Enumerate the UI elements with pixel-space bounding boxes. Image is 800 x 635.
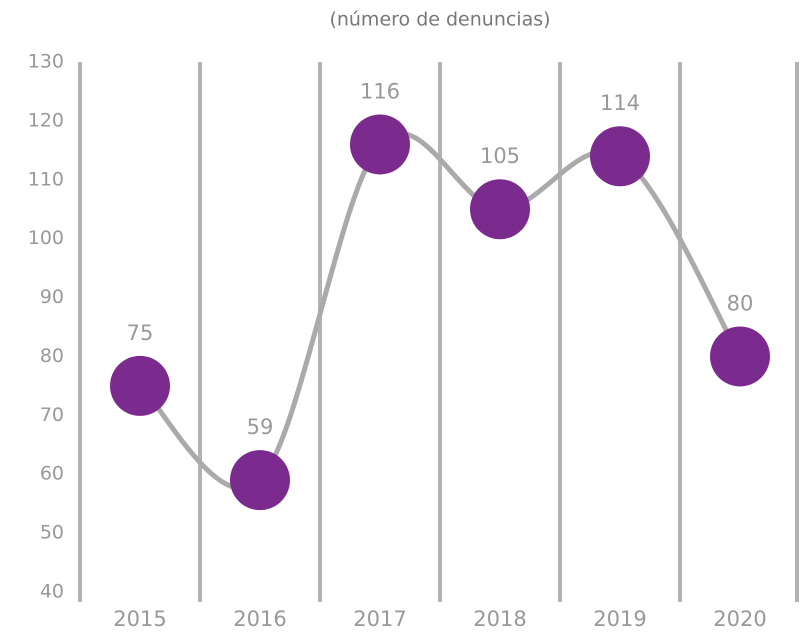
y-tick-label: 80 xyxy=(40,345,64,367)
data-point xyxy=(710,326,770,387)
y-tick-label: 100 xyxy=(28,227,64,249)
x-tick-label: 2016 xyxy=(233,607,286,631)
data-label: 116 xyxy=(360,79,400,103)
y-tick-label: 60 xyxy=(40,463,64,485)
data-label: 59 xyxy=(247,415,274,439)
x-tick-label: 2020 xyxy=(713,607,766,631)
x-tick-label: 2017 xyxy=(353,607,406,631)
y-tick-label: 40 xyxy=(40,581,64,603)
x-tick-label: 2018 xyxy=(473,607,526,631)
y-tick-label: 130 xyxy=(28,51,64,73)
data-label: 75 xyxy=(127,321,154,345)
data-label: 80 xyxy=(727,291,754,315)
chart-subtitle: (número de denuncias) xyxy=(329,9,550,31)
y-tick-label: 110 xyxy=(28,168,64,190)
y-tick-label: 90 xyxy=(40,286,64,308)
data-point xyxy=(590,126,650,187)
y-tick-label: 50 xyxy=(40,522,64,544)
y-tick-label: 120 xyxy=(28,109,64,131)
data-point xyxy=(110,355,170,416)
data-point xyxy=(230,450,290,511)
y-tick-label: 70 xyxy=(40,404,64,426)
x-tick-label: 2019 xyxy=(593,607,646,631)
data-label: 105 xyxy=(480,144,520,168)
x-tick-label: 2015 xyxy=(113,607,166,631)
data-point xyxy=(470,179,530,240)
data-point xyxy=(350,114,410,175)
data-label: 114 xyxy=(600,91,640,115)
